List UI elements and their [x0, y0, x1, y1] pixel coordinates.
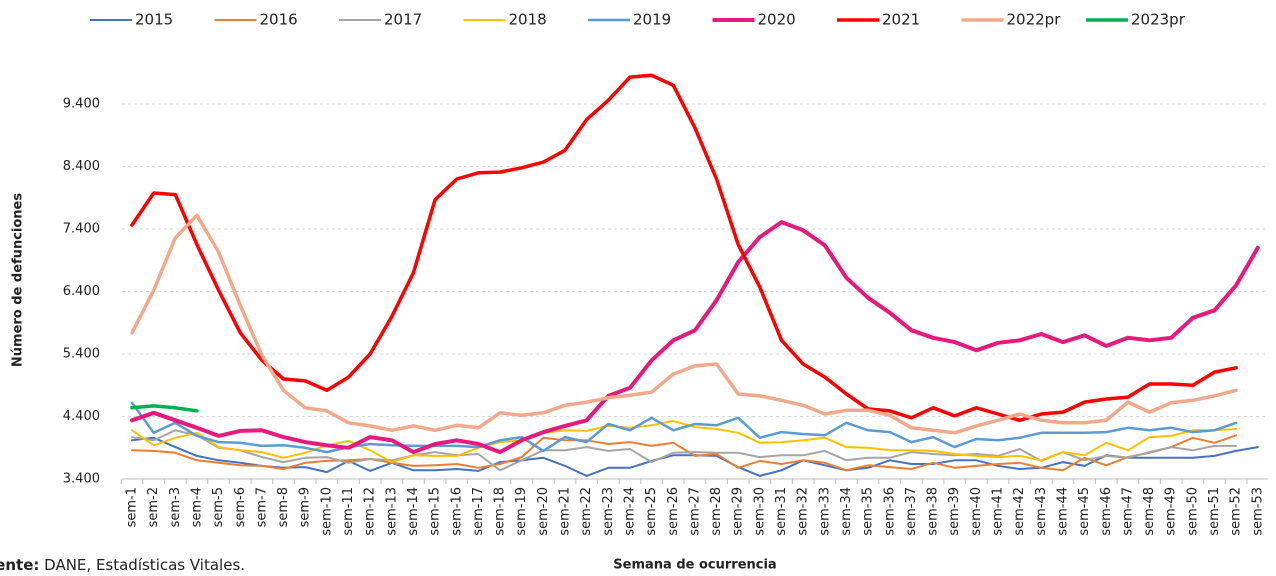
x-tick-label: sem-9 — [298, 487, 313, 527]
x-tick-label: sem-42 — [1012, 487, 1027, 536]
x-tick-label: sem-45 — [1077, 487, 1092, 536]
x-tick-label: sem-30 — [752, 487, 767, 536]
legend-label: 2020 — [758, 11, 796, 29]
series-line — [130, 404, 199, 413]
x-tick-label: sem-39 — [947, 487, 962, 536]
x-tick-label: sem-21 — [558, 487, 573, 536]
x-tick-label: sem-33 — [817, 487, 832, 536]
x-tick-label: sem-44 — [1055, 487, 1070, 536]
y-tick-label: 7.400 — [63, 222, 100, 237]
x-tick-label: sem-46 — [1099, 487, 1114, 536]
x-tick-label: sem-29 — [731, 487, 746, 536]
series-line — [130, 401, 1238, 454]
legend-label: 2023pr — [1131, 11, 1186, 29]
x-tick-label: sem-36 — [882, 487, 897, 536]
x-tick-label: sem-35 — [861, 487, 876, 536]
x-tick-label: sem-7 — [254, 487, 269, 527]
x-tick-label: sem-3 — [168, 487, 183, 527]
source-text: DANE, Estadísticas Vitales. — [44, 556, 245, 574]
x-tick-label: sem-23 — [601, 487, 616, 536]
legend-label: 2021 — [882, 11, 920, 29]
x-axis-label: Semana de ocurrencia — [613, 558, 776, 573]
x-tick-label: sem-4 — [189, 487, 204, 527]
x-tick-label: sem-6 — [233, 487, 248, 527]
x-tick-label: sem-53 — [1250, 487, 1265, 536]
x-tick-label: sem-26 — [666, 487, 681, 536]
series-line — [130, 73, 1238, 423]
legend-label: 2022pr — [1007, 11, 1062, 29]
x-tick-label: sem-51 — [1207, 487, 1222, 536]
y-tick-label: 4.400 — [63, 409, 100, 424]
x-tick-label: sem-16 — [449, 487, 464, 536]
x-tick-label: sem-14 — [406, 487, 421, 536]
x-tick-label: sem-31 — [774, 487, 789, 536]
x-tick-label: sem-28 — [709, 487, 724, 536]
source-label: Fuente: — [0, 556, 39, 574]
x-tick-label: sem-18 — [493, 487, 508, 536]
y-tick-label: 5.400 — [63, 347, 100, 362]
y-tick-label: 9.400 — [63, 97, 100, 112]
y-axis-label: Número de defunciones — [11, 193, 26, 367]
x-tick-label: sem-25 — [644, 487, 659, 536]
x-tick-label: sem-38 — [926, 487, 941, 536]
x-tick-label: sem-40 — [969, 487, 984, 536]
x-tick-label: sem-41 — [991, 487, 1006, 536]
x-tick-label: sem-22 — [579, 487, 594, 536]
x-tick-label: sem-24 — [622, 487, 637, 536]
x-tick-label: sem-2 — [146, 487, 161, 527]
x-tick-label: sem-27 — [687, 487, 702, 536]
legend-label: 2018 — [509, 11, 547, 29]
x-tick-label: sem-32 — [796, 487, 811, 536]
x-tick-label: sem-52 — [1229, 487, 1244, 536]
series-line — [131, 434, 1238, 472]
x-tick-label: sem-17 — [471, 487, 486, 536]
x-tick-label: sem-8 — [276, 487, 291, 527]
x-tick-label: sem-47 — [1120, 487, 1135, 536]
x-tick-label: sem-37 — [904, 487, 919, 536]
x-tick-label: sem-5 — [211, 487, 226, 527]
x-tick-label: sem-19 — [514, 487, 529, 536]
legend-label: 2017 — [384, 11, 422, 29]
y-tick-label: 6.400 — [63, 284, 100, 299]
x-tick-label: sem-11 — [341, 487, 356, 536]
x-tick-label: sem-15 — [428, 487, 443, 536]
x-tick-label: sem-20 — [536, 487, 551, 536]
series-line — [130, 213, 1238, 435]
x-tick-label: sem-50 — [1185, 487, 1200, 536]
legend-label: 2016 — [260, 11, 298, 29]
x-tick-label: sem-43 — [1034, 487, 1049, 536]
legend-label: 2019 — [633, 11, 671, 29]
source: Fuente: DANE, Estadísticas Vitales. — [0, 556, 245, 574]
x-tick-label: sem-10 — [319, 487, 334, 536]
series-line — [130, 220, 1260, 455]
x-tick-label: sem-12 — [363, 487, 378, 536]
x-tick-label: sem-13 — [384, 487, 399, 536]
legend-label: 2015 — [135, 11, 173, 29]
x-tick-label: sem-49 — [1164, 487, 1179, 536]
y-tick-label: 8.400 — [63, 159, 100, 174]
x-tick-label: sem-34 — [839, 487, 854, 536]
y-tick-label: 3.400 — [63, 472, 100, 487]
x-tick-label: sem-1 — [125, 487, 140, 527]
x-tick-label: sem-48 — [1142, 487, 1157, 536]
